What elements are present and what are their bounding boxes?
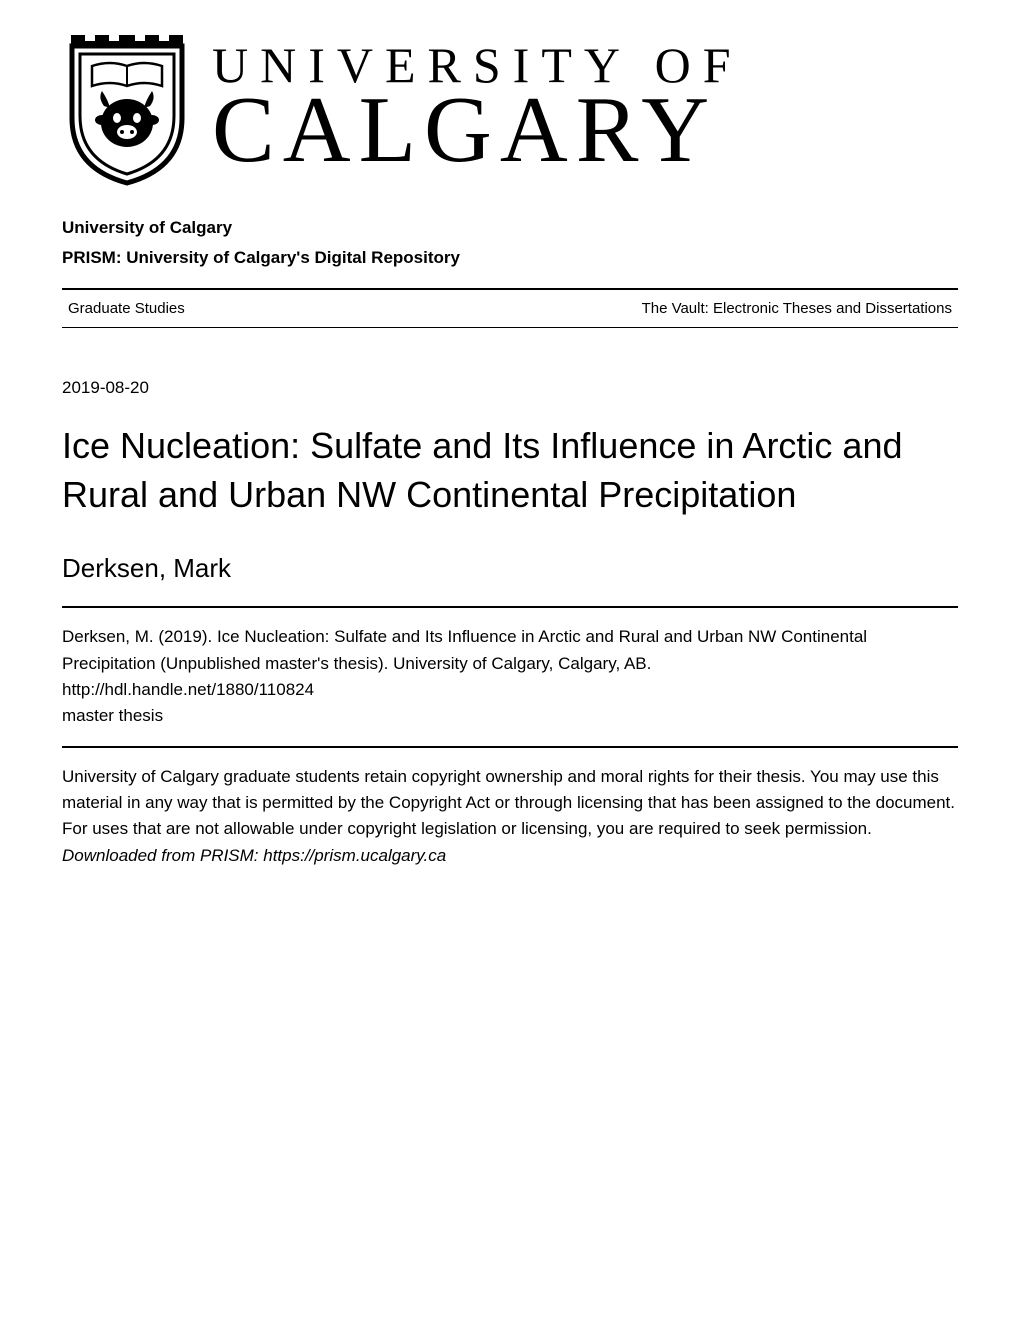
logo-section: UNIVERSITY OF CALGARY xyxy=(62,28,958,188)
university-wordmark: UNIVERSITY OF CALGARY xyxy=(212,43,743,173)
document-title: Ice Nucleation: Sulfate and Its Influenc… xyxy=(62,422,958,519)
collection-left: Graduate Studies xyxy=(68,300,185,317)
repository-name: PRISM: University of Calgary's Digital R… xyxy=(62,248,958,268)
document-date: 2019-08-20 xyxy=(62,378,958,398)
shield-icon xyxy=(62,28,192,188)
collection-right: The Vault: Electronic Theses and Dissert… xyxy=(642,300,952,317)
rights-block: University of Calgary graduate students … xyxy=(62,748,958,869)
institution-name: University of Calgary xyxy=(62,218,958,238)
divider xyxy=(62,327,958,328)
collection-row: Graduate Studies The Vault: Electronic T… xyxy=(62,290,958,327)
wordmark-line-2: CALGARY xyxy=(212,88,743,173)
citation-type: master thesis xyxy=(62,703,958,729)
download-note: Downloaded from PRISM: https://prism.uca… xyxy=(62,843,958,869)
citation-block: Derksen, M. (2019). Ice Nucleation: Sulf… xyxy=(62,608,958,745)
rights-text: University of Calgary graduate students … xyxy=(62,764,958,843)
citation-text: Derksen, M. (2019). Ice Nucleation: Sulf… xyxy=(62,624,958,677)
citation-handle: http://hdl.handle.net/1880/110824 xyxy=(62,677,958,703)
document-author: Derksen, Mark xyxy=(62,553,958,584)
